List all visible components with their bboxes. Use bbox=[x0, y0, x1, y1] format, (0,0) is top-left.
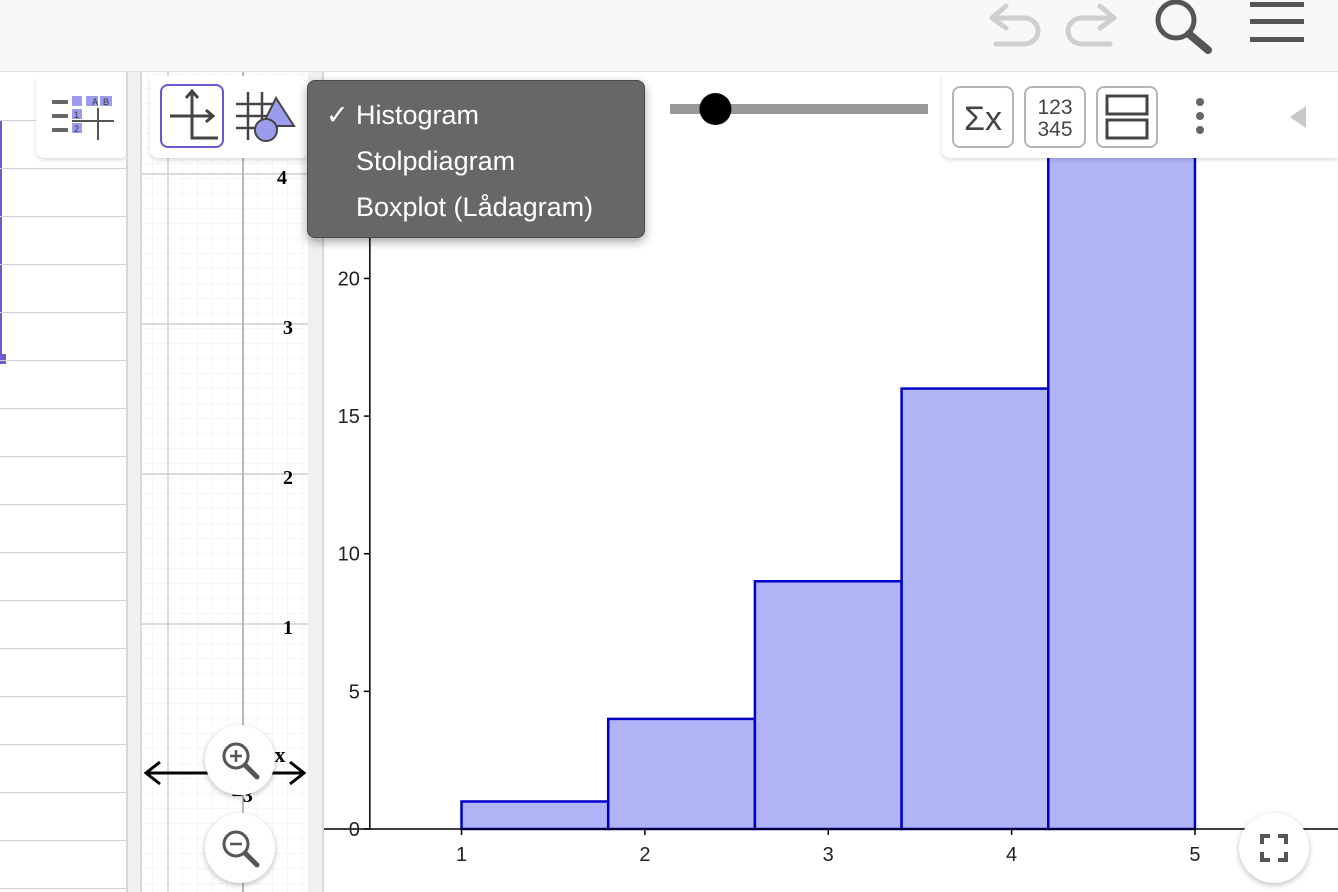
y-tick-4: 4 bbox=[277, 167, 287, 189]
data-table-label-top: 123 bbox=[1037, 96, 1072, 119]
zoom-in-icon bbox=[222, 742, 260, 780]
two-panel-layout-icon bbox=[1105, 94, 1149, 140]
graph-style-button[interactable] bbox=[232, 84, 296, 148]
graphics-tool-card bbox=[150, 76, 310, 158]
histogram-bar bbox=[753, 580, 903, 831]
slider-track[interactable] bbox=[670, 104, 928, 114]
view-divider[interactable] bbox=[128, 72, 142, 892]
check-icon: ✓ bbox=[326, 100, 349, 130]
histogram-bar bbox=[1047, 139, 1197, 831]
slider[interactable] bbox=[664, 90, 932, 130]
arrow-right-icon bbox=[289, 760, 307, 786]
selected-column-marker bbox=[0, 120, 2, 360]
two-panel-layout-button[interactable] bbox=[1096, 86, 1158, 148]
x-axis-label: x bbox=[275, 742, 286, 767]
row-2-label: 2 bbox=[74, 124, 79, 134]
spreadsheet-view[interactable]: A B 1 2 bbox=[0, 72, 128, 892]
y-tick-label: 5 bbox=[349, 681, 360, 703]
resize-handle[interactable] bbox=[0, 354, 6, 364]
menu-item-boxplot[interactable]: Boxplot (Lådagram) bbox=[308, 184, 644, 230]
data-table-label-bottom: 345 bbox=[1037, 118, 1072, 141]
menu-item-label: Stolpdiagram bbox=[356, 146, 516, 176]
fullscreen-button[interactable] bbox=[1239, 813, 1309, 883]
x-tick-label: 2 bbox=[639, 844, 650, 866]
menu-item-label: Histogram bbox=[356, 100, 480, 130]
zoom-out-icon bbox=[222, 830, 260, 868]
y-tick-2: 2 bbox=[283, 467, 293, 489]
y-tick-3: 3 bbox=[283, 317, 293, 339]
undo-icon[interactable] bbox=[984, 0, 1048, 60]
menu-item-stolpdiagram[interactable]: Stolpdiagram bbox=[308, 138, 644, 184]
spreadsheet-tool-card: A B 1 2 bbox=[36, 76, 128, 158]
x-tick-label: 4 bbox=[1006, 844, 1017, 866]
row-1-label: 1 bbox=[74, 110, 79, 120]
x-tick-label: 5 bbox=[1189, 844, 1200, 866]
search-icon[interactable] bbox=[1150, 0, 1216, 60]
triangle-left-icon[interactable] bbox=[1286, 104, 1312, 130]
histogram-bar bbox=[460, 800, 610, 831]
x-tick-label: 1 bbox=[456, 844, 467, 866]
y-tick-label: 20 bbox=[338, 268, 360, 290]
redo-icon[interactable] bbox=[1058, 0, 1122, 60]
fullscreen-icon bbox=[1260, 834, 1288, 862]
histogram-bar bbox=[900, 387, 1050, 831]
data-table-button[interactable]: 123 345 bbox=[1024, 86, 1086, 148]
y-tick-label: 15 bbox=[338, 406, 360, 428]
zoom-out-button[interactable] bbox=[205, 813, 275, 883]
y-tick-label: 0 bbox=[349, 819, 360, 841]
arrow-left-icon bbox=[143, 760, 161, 786]
column-b-label: B bbox=[103, 97, 109, 107]
x-tick-label: 3 bbox=[823, 844, 834, 866]
spreadsheet-icon[interactable]: A B 1 2 bbox=[36, 76, 128, 158]
more-vertical-icon[interactable] bbox=[1186, 96, 1214, 136]
menu-item-histogram[interactable]: ✓ Histogram bbox=[308, 92, 644, 138]
y-tick-label: 10 bbox=[338, 544, 360, 566]
move-graphics-button[interactable] bbox=[160, 84, 224, 148]
sigma-x-label: Σx bbox=[964, 100, 1002, 138]
column-a-label: A bbox=[92, 97, 98, 107]
graph-style-icon bbox=[236, 92, 296, 142]
slider-knob[interactable] bbox=[699, 93, 732, 125]
sigma-x-button[interactable]: Σx bbox=[952, 86, 1014, 148]
zoom-in-button[interactable] bbox=[205, 725, 275, 795]
top-toolbar bbox=[0, 0, 1338, 72]
data-table-icon: 123 345 bbox=[1037, 96, 1072, 141]
view-divider-2[interactable] bbox=[308, 72, 324, 892]
menu-icon[interactable] bbox=[1246, 0, 1308, 60]
statistics-toolbar: Σx 123 345 bbox=[942, 74, 1338, 158]
y-tick-1: 1 bbox=[283, 617, 293, 639]
chart-type-menu: ✓ Histogram Stolpdiagram Boxplot (Lådagr… bbox=[307, 80, 645, 238]
move-graphics-icon bbox=[170, 88, 218, 140]
histogram-bar bbox=[606, 717, 757, 831]
sigma-x-icon: Σx bbox=[964, 100, 1002, 138]
menu-item-label: Boxplot (Lådagram) bbox=[356, 192, 594, 222]
